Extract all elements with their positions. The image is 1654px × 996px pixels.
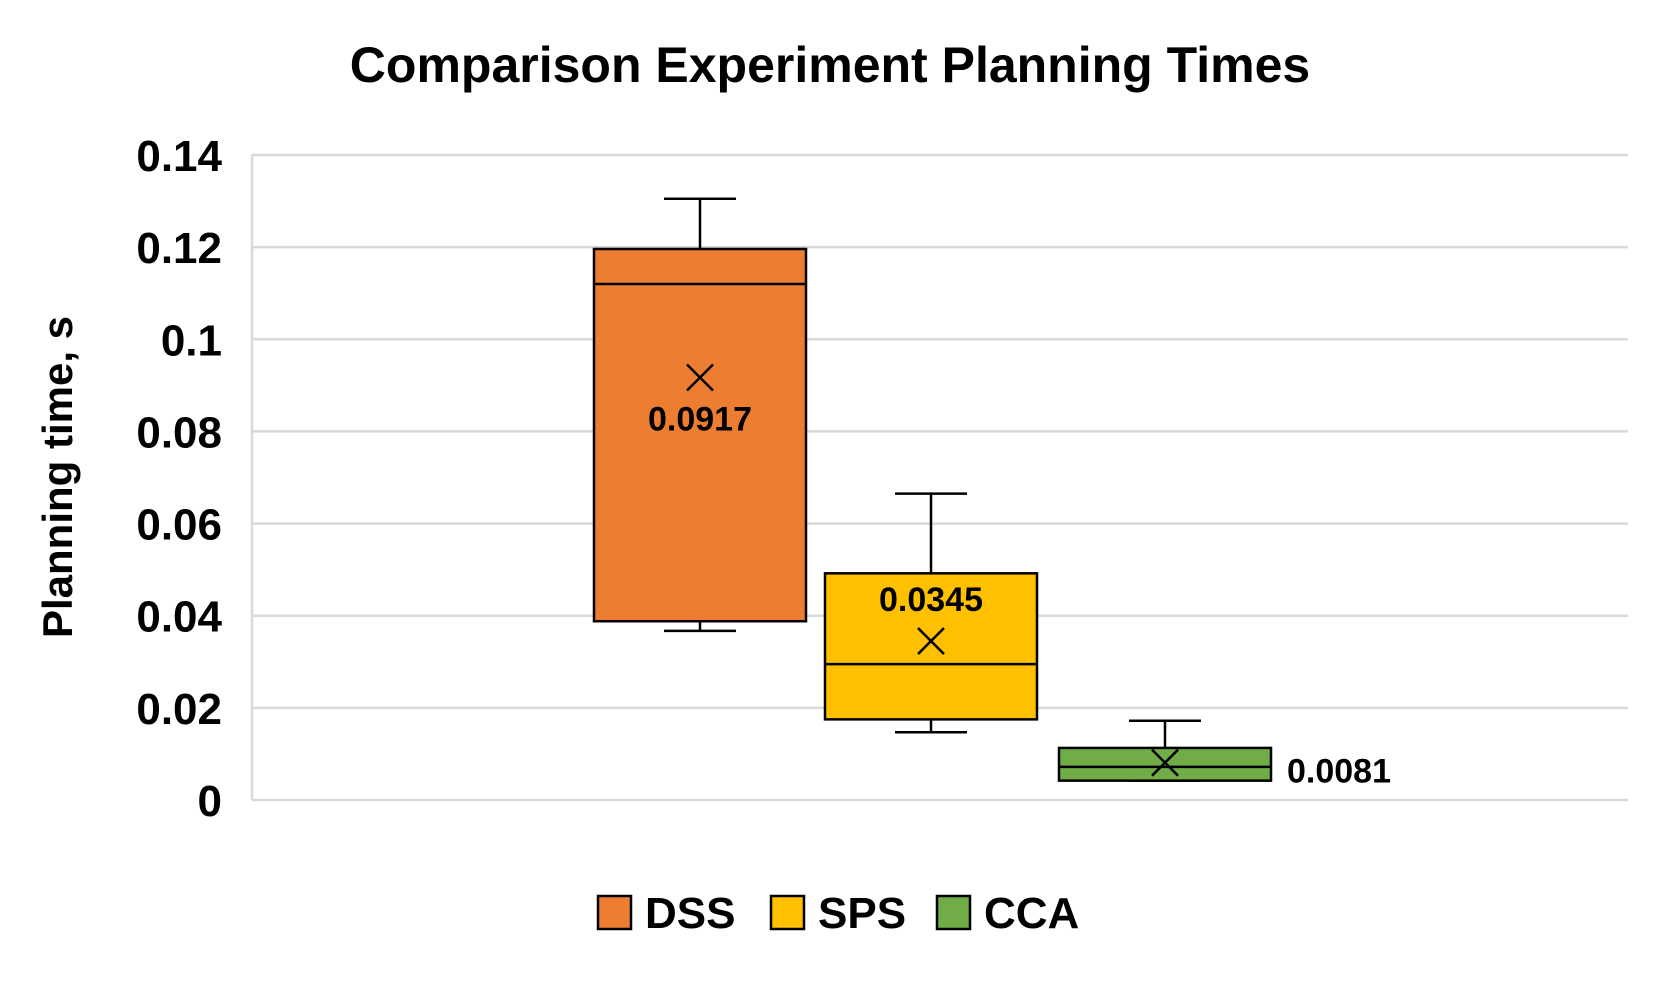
mean-label: 0.0917 [648,401,752,439]
legend-item-sps: SPS [769,889,906,938]
y-tick-label: 0.04 [136,593,222,642]
mean-label: 0.0345 [879,581,983,619]
box-sps: 0.0345 [823,492,1039,734]
legend-swatch [596,894,633,931]
boxes: 0.0917 0.0345 0.0081 [592,197,1391,791]
legend-label: CCA [984,889,1079,938]
y-axis-label: Planning time, s [34,316,81,638]
y-tick-label: 0 [198,777,222,826]
box-dss-iqr [592,247,808,623]
box-sps-iqr [823,572,1039,721]
legend-item-dss: DSS [596,889,735,938]
mean-label: 0.0081 [1287,753,1391,791]
box-cca: 0.0081 [1057,719,1391,791]
y-tick-label: 0.14 [136,132,222,181]
legend: DSS SPS CCA [596,889,1079,938]
mean-marker [1151,748,1179,777]
chart-title: Comparison Experiment Planning Times [350,37,1310,93]
y-tick-label: 0.08 [136,408,222,457]
legend-label: DSS [645,889,735,938]
y-tick-label: 0.02 [136,685,222,734]
mean-marker [917,627,945,655]
mean-marker [686,363,714,392]
y-axis: 0 0.02 0.04 0.06 0.08 0.1 0.12 0.14 [136,132,254,826]
legend-item-cca: CCA [935,889,1079,938]
y-tick-label: 0.1 [161,316,222,365]
box-dss: 0.0917 [592,197,808,633]
y-tick-label: 0.06 [136,501,222,550]
legend-swatch [769,894,806,931]
legend-swatch [935,894,972,931]
y-tick-label: 0.12 [136,224,222,273]
legend-label: SPS [818,889,906,938]
